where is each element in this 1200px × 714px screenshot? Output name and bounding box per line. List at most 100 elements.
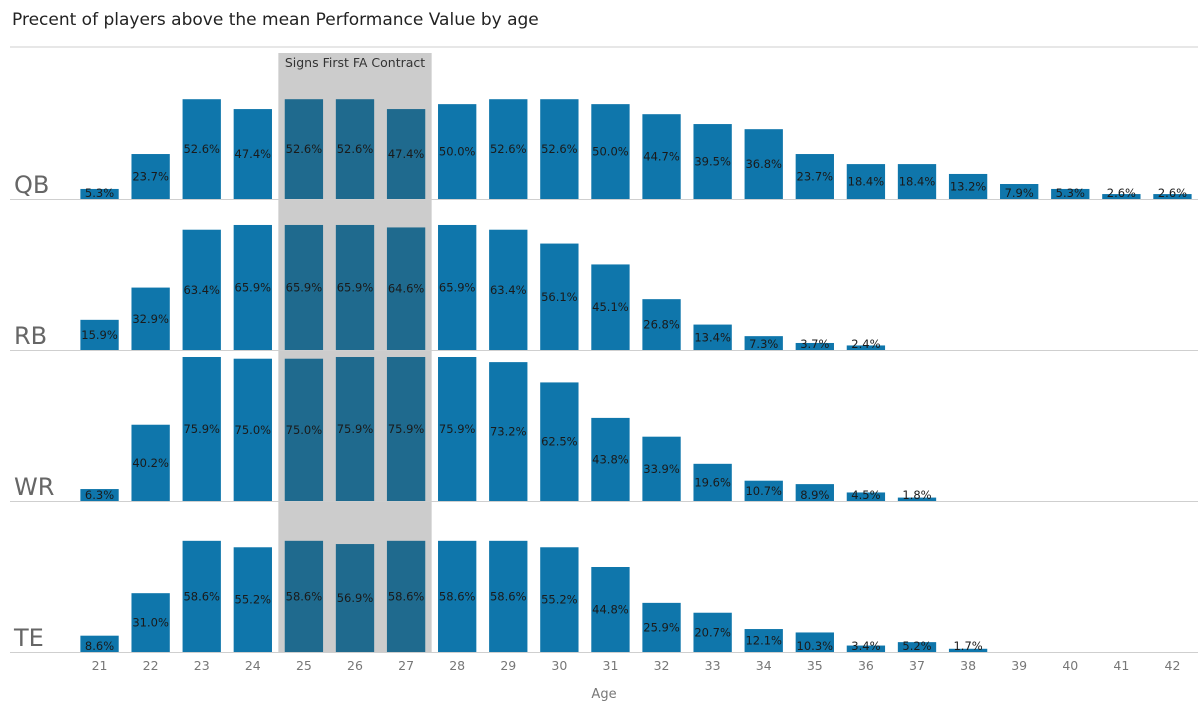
bar-qb-36 xyxy=(846,164,886,199)
x-tick-29: 29 xyxy=(500,658,516,673)
bar-te-22 xyxy=(131,593,170,652)
bar-wr-27 xyxy=(386,357,426,501)
bar-wr-36 xyxy=(846,492,886,501)
data-label-qb-21: 5.3% xyxy=(85,186,114,200)
bar-qb-21 xyxy=(80,188,119,199)
data-label-te-23: 58.6% xyxy=(183,589,220,603)
x-tick-36: 36 xyxy=(858,658,874,673)
bar-wr-23 xyxy=(182,357,221,501)
data-label-qb-34: 36.8% xyxy=(745,157,782,171)
data-label-qb-23: 52.6% xyxy=(183,142,220,156)
data-label-wr-37: 1.8% xyxy=(902,488,931,502)
data-label-qb-31: 50.0% xyxy=(592,145,629,159)
x-tick-24: 24 xyxy=(245,658,261,673)
bar-qb-40 xyxy=(1051,188,1090,199)
data-label-wr-23: 75.9% xyxy=(183,422,220,436)
data-label-wr-33: 19.6% xyxy=(694,475,731,489)
data-label-wr-32: 33.9% xyxy=(643,462,680,476)
bar-wr-31 xyxy=(591,417,630,501)
bar-te-33 xyxy=(693,612,732,652)
bar-qb-39 xyxy=(1000,184,1039,199)
bar-rb-36 xyxy=(846,345,886,350)
x-tick-27: 27 xyxy=(398,658,414,673)
bar-te-28 xyxy=(438,540,477,652)
bar-rb-21 xyxy=(80,319,119,350)
data-label-qb-26: 52.6% xyxy=(337,142,374,156)
bar-qb-24 xyxy=(233,109,272,199)
bar-te-38 xyxy=(948,648,988,652)
bar-qb-30 xyxy=(540,99,579,199)
data-label-te-35: 10.3% xyxy=(797,639,834,653)
bar-te-30 xyxy=(540,547,579,652)
x-tick-21: 21 xyxy=(92,658,108,673)
data-label-wr-29: 73.2% xyxy=(490,425,527,439)
bar-rb-25 xyxy=(284,224,324,350)
chart-title: Precent of players above the mean Perfor… xyxy=(12,10,539,30)
bar-rb-34 xyxy=(744,336,783,350)
data-label-te-25: 58.6% xyxy=(286,589,323,603)
bar-wr-33 xyxy=(693,463,732,501)
data-label-qb-37: 18.4% xyxy=(899,175,936,189)
bar-rb-32 xyxy=(642,299,681,350)
data-label-wr-25: 75.0% xyxy=(286,423,323,437)
data-label-rb-27: 64.6% xyxy=(388,282,425,296)
data-label-te-36: 3.4% xyxy=(851,639,880,653)
bar-wr-26 xyxy=(335,357,375,501)
bar-qb-29 xyxy=(489,99,528,199)
bar-te-24 xyxy=(233,547,272,652)
row-label-qb: QB xyxy=(14,171,49,199)
data-label-qb-40: 5.3% xyxy=(1056,186,1085,200)
data-label-te-28: 58.6% xyxy=(439,589,476,603)
data-label-wr-24: 75.0% xyxy=(235,423,272,437)
row-label-rb: RB xyxy=(14,322,47,350)
bar-rb-24 xyxy=(233,224,272,350)
bar-rb-33 xyxy=(693,324,732,350)
data-label-qb-35: 23.7% xyxy=(797,170,834,184)
bar-wr-29 xyxy=(489,362,528,501)
bar-qb-27 xyxy=(386,109,426,199)
x-tick-40: 40 xyxy=(1062,658,1078,673)
data-label-rb-33: 13.4% xyxy=(694,330,731,344)
bar-qb-41 xyxy=(1102,194,1141,199)
bar-qb-26 xyxy=(335,99,375,199)
x-tick-28: 28 xyxy=(449,658,465,673)
data-label-rb-23: 63.4% xyxy=(183,283,220,297)
bar-qb-38 xyxy=(948,173,988,199)
bar-rb-22 xyxy=(131,287,170,350)
data-label-te-24: 55.2% xyxy=(235,593,272,607)
data-label-te-32: 25.9% xyxy=(643,620,680,634)
bar-wr-28 xyxy=(438,357,477,501)
x-tick-30: 30 xyxy=(551,658,567,673)
data-label-qb-22: 23.7% xyxy=(132,170,169,184)
data-label-te-29: 58.6% xyxy=(490,589,527,603)
bar-rb-31 xyxy=(591,264,630,350)
bar-wr-30 xyxy=(540,382,579,501)
bar-te-31 xyxy=(591,567,630,652)
data-label-te-21: 8.6% xyxy=(85,639,114,653)
data-label-te-26: 56.9% xyxy=(337,591,374,605)
bar-qb-34 xyxy=(744,129,783,199)
highlight-band-label: Signs First FA Contract xyxy=(285,55,425,70)
bar-te-35 xyxy=(795,632,834,652)
bar-qb-22 xyxy=(131,154,170,199)
bar-qb-28 xyxy=(438,104,477,199)
data-label-qb-30: 52.6% xyxy=(541,142,578,156)
data-label-qb-32: 44.7% xyxy=(643,150,680,164)
data-label-rb-36: 2.4% xyxy=(851,337,880,351)
data-label-te-30: 55.2% xyxy=(541,593,578,607)
x-tick-23: 23 xyxy=(194,658,210,673)
bar-qb-32 xyxy=(642,114,681,199)
bar-wr-37 xyxy=(897,497,937,501)
bar-qb-31 xyxy=(591,104,630,199)
bar-te-32 xyxy=(642,602,681,652)
bar-rb-30 xyxy=(540,243,579,350)
x-tick-39: 39 xyxy=(1011,658,1027,673)
bar-qb-23 xyxy=(182,99,221,199)
data-label-wr-22: 40.2% xyxy=(132,456,169,470)
bar-wr-32 xyxy=(642,436,681,501)
data-label-rb-31: 45.1% xyxy=(592,300,629,314)
bar-te-26 xyxy=(335,544,375,652)
data-label-rb-35: 3.7% xyxy=(800,337,829,351)
data-label-te-34: 12.1% xyxy=(745,634,782,648)
